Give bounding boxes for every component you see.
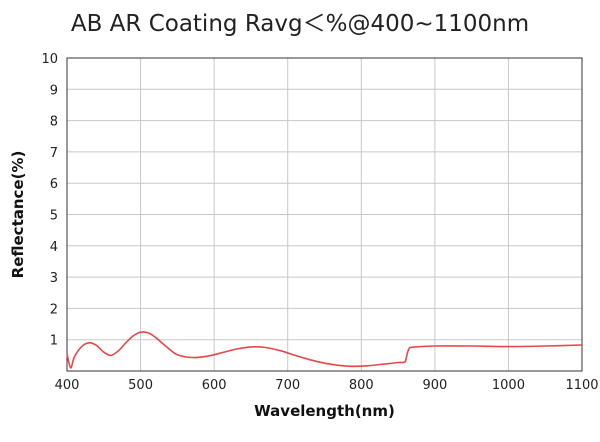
x-tick-label: 500 xyxy=(128,378,153,393)
chart-title: AB AR Coating Ravg＜%@400~1100nm xyxy=(70,11,530,37)
x-tick-label: 1000 xyxy=(492,378,525,393)
y-axis-label: Reflectance(%) xyxy=(9,151,27,279)
y-tick-label: 9 xyxy=(50,83,58,98)
y-tick-label: 5 xyxy=(50,209,58,224)
x-tick-label: 600 xyxy=(202,378,227,393)
y-tick-label: 8 xyxy=(50,115,58,130)
x-tick-label: 400 xyxy=(55,378,80,393)
y-tick-label: 1 xyxy=(50,334,58,349)
reflectance-line xyxy=(66,331,583,369)
y-tick-label: 10 xyxy=(41,52,58,67)
y-tick-label: 7 xyxy=(50,146,58,161)
x-tick-label: 900 xyxy=(422,378,447,393)
x-tick-labels: 400 500 600 700 800 900 1000 1100 xyxy=(55,378,599,393)
y-tick-label: 6 xyxy=(50,177,58,192)
grid-lines xyxy=(66,57,583,371)
x-tick-label: 1100 xyxy=(565,378,598,393)
x-tick-label: 800 xyxy=(349,378,374,393)
y-tick-label: 2 xyxy=(50,302,58,317)
plot-frame xyxy=(66,57,583,372)
y-tick-label: 3 xyxy=(50,271,58,286)
y-tick-label: 4 xyxy=(50,240,58,255)
x-tick-label: 700 xyxy=(275,378,300,393)
y-tick-labels: 1 2 3 4 5 6 7 8 9 10 xyxy=(41,52,58,349)
x-axis-label: Wavelength(nm) xyxy=(254,402,395,420)
